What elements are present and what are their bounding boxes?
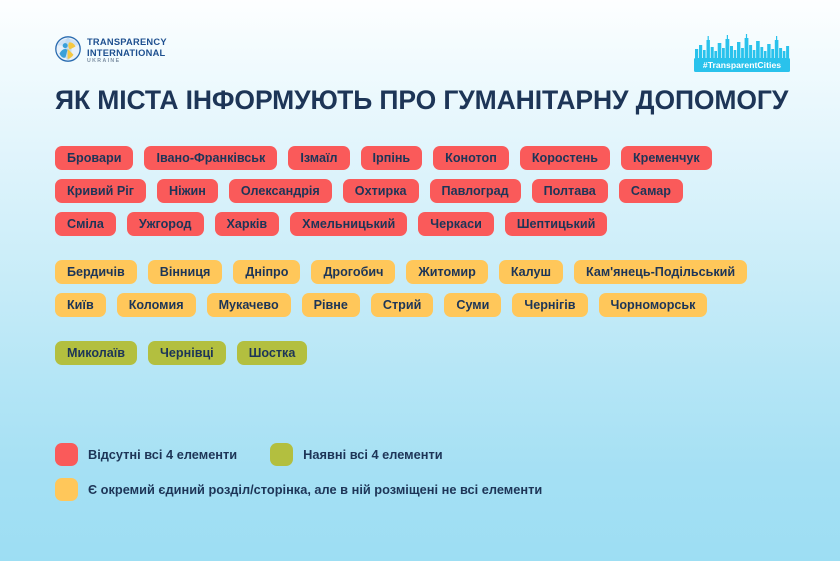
- legend-item-yellow: Є окремий єдиний розділ/сторінка, але в …: [55, 478, 542, 501]
- city-pill: Кривий Ріг: [55, 179, 146, 203]
- city-pill: Івано-Франківськ: [144, 146, 278, 170]
- city-pill: Суми: [444, 293, 502, 317]
- city-pill: Вінниця: [147, 260, 223, 284]
- city-pill: Бровари: [55, 146, 134, 170]
- ti-logo-line-3: UKRAINE: [87, 58, 121, 65]
- city-pill: Ірпінь: [360, 146, 423, 170]
- ti-logo-line-2: INTERNATIONAL: [87, 47, 166, 58]
- legend-row-1: Відсутні всі 4 елементи Наявні всі 4 еле…: [55, 443, 804, 466]
- city-groups: Бровари Івано-Франківськ Ізмаїл Ірпінь Конот…: [55, 146, 804, 365]
- legend-label-olive: Наявні всі 4 елементи: [303, 447, 443, 462]
- ti-globe-logo-icon: [55, 36, 81, 67]
- city-skyline-icon: [694, 34, 790, 63]
- transparent-cities-badge: #TransparentCities: [694, 34, 790, 72]
- city-pill: Стрий: [370, 293, 434, 317]
- city-pill: Ізмаїл: [288, 146, 350, 170]
- legend-swatch-red-icon: [55, 443, 78, 466]
- legend-item-olive: Наявні всі 4 елементи: [270, 443, 443, 466]
- city-pill: Охтирка: [342, 179, 419, 203]
- city-pill: Самар: [618, 179, 683, 203]
- city-row: Сміла Ужгород Харків Хмельницький Черкаси Шеп…: [55, 212, 804, 236]
- city-row: Бердичів Вінниця Дніпро Дрогобич Житомир Калу…: [55, 260, 804, 284]
- legend-swatch-olive-icon: [270, 443, 294, 466]
- city-pill: Чорноморськ: [598, 293, 708, 317]
- city-pill: Коломия: [116, 293, 196, 317]
- city-pill: Кам'янець-Подільський: [574, 260, 748, 284]
- city-pill: Хмельницький: [290, 212, 408, 236]
- city-pill: Миколаїв: [55, 341, 138, 365]
- city-pill: Дніпро: [233, 260, 301, 284]
- transparency-international-logo: TRANSPARENCY INTERNATIONAL UKRAINE: [55, 36, 167, 67]
- city-pill: Шептицький: [504, 212, 608, 236]
- city-pill: Павлоград: [429, 179, 521, 203]
- legend-row-2: Є окремий єдиний розділ/сторінка, але в …: [55, 478, 804, 501]
- city-group-yellow: Бердичів Вінниця Дніпро Дрогобич Житомир Калу…: [55, 260, 804, 317]
- city-group-olive: Миколаїв Чернівці Шостка: [55, 341, 804, 365]
- legend-item-red: Відсутні всі 4 елементи: [55, 443, 237, 466]
- city-row: Бровари Івано-Франківськ Ізмаїл Ірпінь Конот…: [55, 146, 804, 170]
- city-row: Миколаїв Чернівці Шостка: [55, 341, 804, 365]
- city-pill: Ужгород: [126, 212, 204, 236]
- city-pill: Шостка: [236, 341, 308, 365]
- city-pill: Олександрія: [228, 179, 332, 203]
- city-group-red: Бровари Івано-Франківськ Ізмаїл Ірпінь Конот…: [55, 146, 804, 236]
- page-title: ЯК МІСТА ІНФОРМУЮТЬ ПРО ГУМАНІТАРНУ ДОПО…: [55, 85, 789, 115]
- city-pill: Рівне: [301, 293, 360, 317]
- city-pill: Коростень: [519, 146, 610, 170]
- legend-swatch-yellow-icon: [55, 478, 78, 501]
- legend: Відсутні всі 4 елементи Наявні всі 4 еле…: [55, 443, 804, 501]
- city-pill: Дрогобич: [311, 260, 396, 284]
- city-pill: Калуш: [498, 260, 564, 284]
- legend-label-red: Відсутні всі 4 елементи: [88, 447, 238, 462]
- transparent-cities-label: #TransparentCities: [694, 57, 790, 72]
- city-pill: Харків: [214, 212, 280, 236]
- city-pill: Мукачево: [206, 293, 291, 317]
- city-row: Кривий Ріг Ніжин Олександрія Охтирка Павлогр…: [55, 179, 804, 203]
- city-pill: Полтава: [531, 179, 608, 203]
- city-row: Київ Коломия Мукачево Рівне Стрий Суми Чернігі…: [55, 293, 804, 317]
- city-pill: Чернівці: [148, 341, 226, 365]
- city-pill: Бердичів: [55, 260, 137, 284]
- ti-logo-line-1: TRANSPARENCY: [87, 37, 167, 48]
- city-pill: Чернігів: [512, 293, 588, 317]
- city-pill: Кременчук: [620, 146, 712, 170]
- ti-logo-wordmark: TRANSPARENCY INTERNATIONAL UKRAINE: [87, 37, 167, 65]
- city-pill: Житомир: [406, 260, 488, 284]
- city-pill: Черкаси: [418, 212, 494, 236]
- legend-label-yellow: Є окремий єдиний розділ/сторінка, але в …: [88, 482, 543, 497]
- city-pill: Конотоп: [433, 146, 509, 170]
- poster-header: TRANSPARENCY INTERNATIONAL UKRAINE: [55, 34, 790, 78]
- city-pill: Київ: [55, 293, 106, 317]
- city-pill: Сміла: [55, 212, 116, 236]
- city-pill: Ніжин: [157, 179, 218, 203]
